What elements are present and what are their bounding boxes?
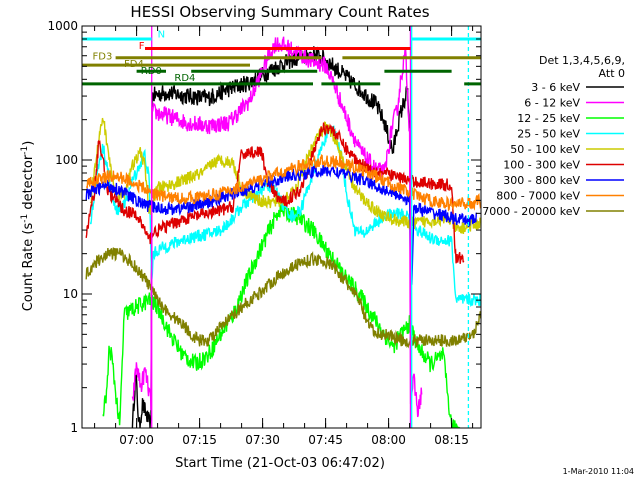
- y-axis-label-part: ): [21, 141, 36, 146]
- y-axis-label-sup: -1: [20, 146, 30, 155]
- flag-label-fd3: FD3: [93, 52, 113, 63]
- legend-entry-label: 100 - 300 keV: [503, 159, 580, 172]
- legend-entry-label: 300 - 800 keV: [503, 174, 580, 187]
- x-tick-label: 07:15: [182, 433, 217, 447]
- legend-entry-label: 12 - 25 keV: [517, 112, 580, 125]
- x-tick-label: 08:15: [434, 433, 469, 447]
- series-line-100-300-kev: [85, 122, 465, 264]
- x-axis-label: Start Time (21-Oct-03 06:47:02): [175, 456, 385, 471]
- y-axis-label: Count Rate (s-1 detector-1): [20, 141, 36, 312]
- chart-title: HESSI Observing Summary Count Rates: [130, 3, 429, 21]
- legend-entry-label: 25 - 50 keV: [517, 128, 580, 141]
- y-tick-label: 100: [55, 153, 78, 167]
- y-tick-label: 10: [63, 287, 78, 301]
- series-line-12-25-kev: [102, 201, 461, 428]
- flag-bars: [82, 37, 481, 86]
- flag-label-rd4: RD4: [174, 73, 195, 84]
- x-tick-label: 07:45: [308, 433, 343, 447]
- x-tick-label: 07:30: [245, 433, 280, 447]
- legend-entry-label: 6 - 12 keV: [524, 97, 580, 110]
- y-axis-label-sup: -1: [20, 214, 30, 223]
- flag-label-fd4: FD4: [124, 59, 144, 70]
- y-axis-label-part: Count Rate (s: [21, 223, 36, 312]
- plot-axes: [81, 25, 482, 429]
- axis-ticks: 1 10 100 1000 07:00 07:15 07:30 07:45 08:00 08:15: [47, 19, 481, 447]
- legend-header-line: Att 0: [599, 67, 625, 80]
- y-tick-label: 1: [70, 421, 78, 435]
- legend-entry-label: 7000 - 20000 keV: [482, 205, 580, 218]
- legend-header-line: Det 1,3,4,5,6,9,: [539, 54, 625, 67]
- flag-label-rd0: RD0: [141, 66, 162, 77]
- legend-entry-label: 50 - 100 keV: [510, 143, 580, 156]
- y-tick-label: 1000: [47, 19, 78, 33]
- plot-lines: [85, 26, 481, 428]
- x-tick-label: 07:00: [119, 433, 154, 447]
- y-axis-label-part: detector: [21, 154, 36, 214]
- flag-label-f: F: [139, 41, 145, 52]
- x-tick-label: 08:00: [371, 433, 406, 447]
- legend: Det 1,3,4,5,6,9, Att 0 3 - 6 keV 6 - 12 k…: [482, 54, 625, 218]
- plot-frame: [81, 25, 482, 429]
- footer-timestamp: 1-Mar-2010 11:04: [563, 467, 634, 476]
- flag-label-n: N: [158, 29, 165, 40]
- legend-entry-label: 3 - 6 keV: [531, 81, 580, 94]
- legend-entry-label: 800 - 7000 keV: [496, 190, 580, 203]
